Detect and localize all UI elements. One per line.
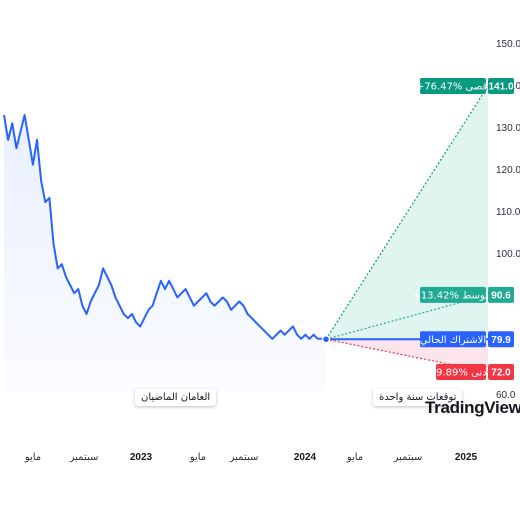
x-tick-label: 2023	[130, 452, 153, 463]
history-area	[4, 115, 326, 392]
x-tick-label: سبتمبر	[229, 452, 259, 463]
forecast-current-value-box	[488, 331, 514, 348]
y-tick-label: 120.0	[496, 165, 520, 176]
forecast-min-tag-label: -9.89% أدنى	[433, 366, 490, 379]
x-tick-label: مايو	[24, 452, 41, 463]
x-tick-label: سبتمبر	[69, 452, 99, 463]
forecast-period-label: توقعات سنة واحدة	[373, 389, 463, 406]
forecast-avg-tag-label: +13.42% متوسط	[412, 290, 493, 301]
forecast-min-tag	[436, 364, 486, 380]
y-tick-label: 60.0	[496, 390, 516, 401]
logo-text: TradingView	[425, 398, 520, 417]
x-tick-label: سبتمبر	[393, 452, 423, 463]
x-tick-label: 2025	[455, 452, 478, 463]
y-tick-label: 110.0	[496, 207, 520, 218]
past-period-label: العامان الماضيان	[135, 389, 217, 406]
forecast-avg-tag	[420, 286, 486, 303]
forecast-min-value-box	[488, 364, 514, 380]
price-history-line	[3, 114, 327, 341]
last-price-marker	[321, 335, 331, 344]
forecast-max-tag-label: +76.47% أقصى	[416, 80, 490, 93]
tradingview-logo-icon: TradingView	[425, 398, 520, 418]
forecast-min-value-label: 72.0	[491, 368, 511, 379]
y-tick-label: 150.0	[496, 39, 520, 50]
forecast-max-tag	[420, 78, 486, 94]
x-tick-label: 2024	[294, 452, 317, 463]
forecast-current-tag-label: الاشتراك الحالي	[420, 335, 486, 346]
forecast-avg-value-label: 90.6	[491, 290, 511, 301]
x-tick-label: مايو	[189, 452, 206, 463]
forecast-avg-value-box	[488, 286, 514, 303]
forecast-current-tag	[420, 331, 486, 348]
forecast-max-value-label: 141.0	[488, 82, 513, 93]
y-tick-label: 130.0	[496, 123, 520, 134]
x-tick-label: مايو	[346, 452, 363, 463]
forecast-current-value-label: 79.9	[491, 335, 511, 346]
y-tick-label: 100.0	[496, 249, 520, 260]
forecast-max-value-box	[488, 78, 514, 94]
